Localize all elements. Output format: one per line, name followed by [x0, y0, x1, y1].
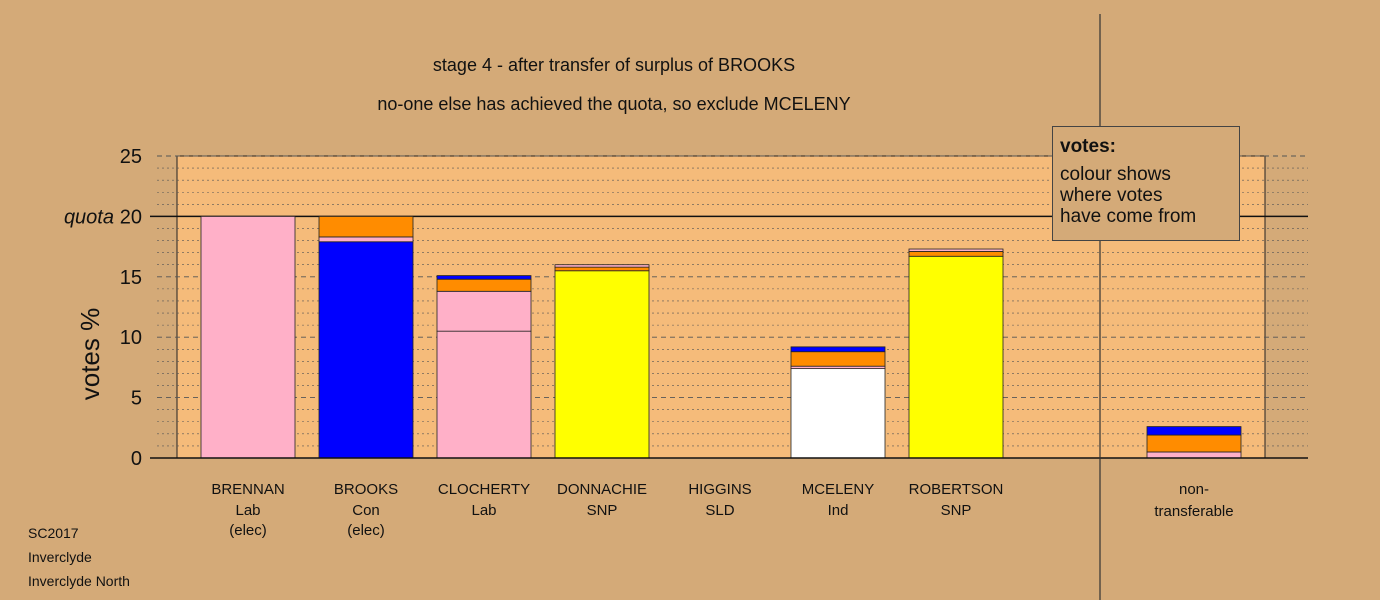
candidate-party-label: Con — [352, 502, 380, 519]
bar-segment — [908, 251, 1004, 257]
bar-segment — [436, 275, 532, 280]
y-tick-label: 20 — [120, 206, 142, 228]
candidate-name-label: BROOKS — [334, 481, 398, 498]
bar-segment — [1146, 451, 1242, 459]
candidate-name-label: MCELENY — [802, 481, 875, 498]
bar-segment — [1146, 426, 1242, 436]
legend-title: votes: — [1060, 136, 1116, 157]
y-tick-label: 10 — [120, 327, 142, 349]
nontransferable-label: transferable — [1154, 503, 1233, 520]
chart-title: stage 4 - after transfer of surplus of B… — [432, 55, 796, 75]
candidate-name-label: BRENNAN — [211, 481, 284, 498]
legend-line-2: where votes — [1060, 185, 1163, 206]
quota-label: quota — [64, 206, 114, 228]
bar-segment — [908, 248, 1004, 252]
legend-box: votes: colour shows where votes have com… — [1052, 126, 1240, 241]
bar-segment — [554, 266, 650, 272]
candidate-party-label: SLD — [705, 502, 734, 519]
legend-line-3: have come from — [1060, 206, 1197, 227]
candidate-name-label: CLOCHERTY — [438, 481, 530, 498]
y-axis-label: votes % — [75, 308, 105, 401]
candidate-party-label: Ind — [828, 502, 849, 519]
candidate-party-label: Lab — [471, 502, 496, 519]
footer-info: SC2017 Inverclyde Inverclyde North — [28, 521, 130, 593]
bar-segment — [318, 215, 414, 238]
bar-segment — [436, 278, 532, 292]
candidate-name-label: HIGGINS — [688, 481, 751, 498]
nontransferable-label: non- — [1179, 481, 1209, 498]
chart-subtitle: no-one else has achieved the quota, so e… — [377, 94, 851, 114]
bar-segment — [318, 236, 414, 243]
y-tick-label: 15 — [120, 267, 142, 289]
bar-segment — [1146, 434, 1242, 453]
candidate-party-label: SNP — [587, 502, 618, 519]
y-tick-label: 0 — [131, 448, 142, 470]
footer-election: SC2017 — [28, 525, 79, 541]
candidate-note-label: (elec) — [229, 522, 267, 539]
y-tick-label: 5 — [131, 388, 142, 410]
bar-segment — [318, 241, 414, 459]
candidate-party-label: Lab — [235, 502, 260, 519]
candidate-name-label: DONNACHIE — [557, 481, 647, 498]
bar-segment — [790, 351, 886, 367]
bar-segment — [436, 290, 532, 332]
legend-line-1: colour shows — [1060, 164, 1171, 185]
footer-council: Inverclyde — [28, 549, 92, 565]
candidate-note-label: (elec) — [347, 522, 385, 539]
candidate-name-label: ROBERTSON — [909, 481, 1004, 498]
bar-segment — [554, 270, 650, 459]
bar-segment — [908, 255, 1004, 459]
y-tick-label: 25 — [120, 146, 142, 168]
bar-segment — [790, 368, 886, 459]
bar-segment — [554, 264, 650, 268]
bar-segment — [200, 215, 296, 459]
candidate-party-label: SNP — [941, 502, 972, 519]
bar-segment — [790, 346, 886, 353]
bar-segment — [436, 330, 532, 459]
footer-ward: Inverclyde North — [28, 573, 130, 589]
